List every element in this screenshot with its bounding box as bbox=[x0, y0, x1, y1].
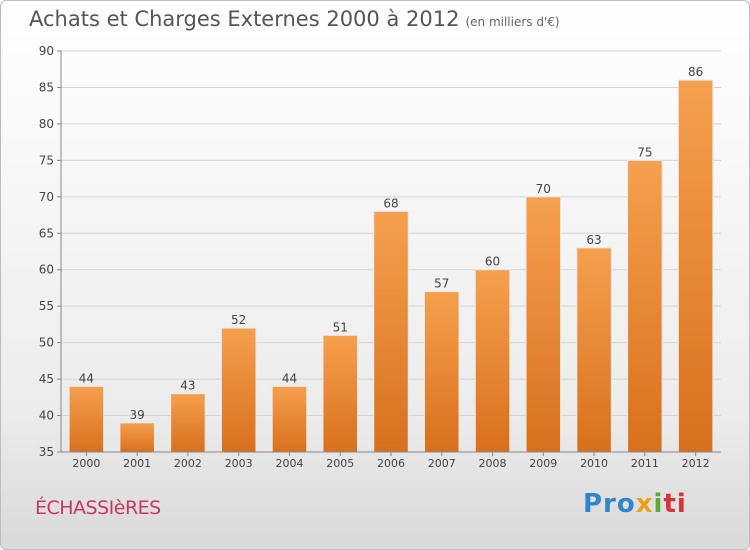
x-tick-label: 2001 bbox=[123, 457, 151, 470]
bar-value-label: 57 bbox=[434, 277, 449, 291]
x-tick-label: 2012 bbox=[682, 457, 710, 470]
chart-title: Achats et Charges Externes 2000 à 2012 (e… bbox=[29, 7, 560, 31]
y-tick-label: 65 bbox=[39, 226, 54, 240]
bar-value-label: 68 bbox=[383, 196, 398, 210]
bar-2002 bbox=[170, 393, 206, 453]
bar-2006 bbox=[373, 210, 409, 453]
bar-2009 bbox=[525, 196, 562, 453]
proxiti-logo: Proxiti bbox=[583, 489, 687, 519]
bar-value-label: 51 bbox=[333, 320, 348, 334]
bar-2008 bbox=[474, 269, 511, 453]
y-tick-label: 50 bbox=[39, 336, 54, 350]
axes: 35 40 45 50 55 60 65 70 75 80 85 90 2000 2001 2002 2003… bbox=[39, 44, 721, 470]
logo-part-i: i bbox=[653, 489, 664, 519]
x-tick-label: 2002 bbox=[174, 457, 202, 470]
bar-value-label: 63 bbox=[586, 233, 601, 247]
y-tick-label: 45 bbox=[39, 372, 54, 386]
bar-2010 bbox=[576, 247, 612, 453]
bar-value-label: 75 bbox=[637, 145, 652, 159]
bars: 44 39 43 52 44 51 68 57 60 70 63 75 86 bbox=[68, 65, 714, 453]
y-tick-label: 80 bbox=[39, 117, 54, 131]
bar-value-label: 52 bbox=[231, 313, 246, 327]
y-tick-label: 40 bbox=[39, 409, 54, 423]
y-tick-label: 70 bbox=[39, 190, 54, 204]
x-tick-label: 2010 bbox=[580, 457, 608, 470]
bar-2005 bbox=[322, 334, 358, 453]
x-tick-label: 2000 bbox=[72, 457, 100, 470]
bar-2003 bbox=[220, 327, 257, 453]
y-tick-label: 35 bbox=[39, 445, 54, 459]
bar-value-label: 70 bbox=[536, 182, 551, 196]
x-tick-label: 2008 bbox=[479, 457, 507, 470]
x-tick-label: 2009 bbox=[529, 457, 557, 470]
x-tick-label: 2003 bbox=[225, 457, 253, 470]
bar-value-label: 39 bbox=[130, 408, 145, 422]
bar-value-label: 86 bbox=[688, 65, 703, 79]
town-name: ÉCHASSIèRES bbox=[35, 497, 161, 519]
bar-value-label: 43 bbox=[180, 379, 195, 393]
chart-subtitle: (en milliers d'€) bbox=[465, 15, 560, 29]
bar-value-label: 60 bbox=[485, 255, 500, 269]
bar-value-label: 44 bbox=[282, 371, 297, 385]
bar-2011 bbox=[627, 159, 663, 453]
x-tick-label: 2005 bbox=[326, 457, 354, 470]
y-tick-label: 85 bbox=[39, 80, 54, 94]
chart-title-text: Achats et Charges Externes 2000 à 2012 bbox=[29, 7, 460, 31]
logo-part-x: x bbox=[635, 489, 654, 519]
logo-part-pro: Pro bbox=[583, 489, 636, 519]
y-tick-label: 55 bbox=[39, 299, 54, 313]
bar-2007 bbox=[424, 291, 460, 453]
y-tick-label: 90 bbox=[39, 44, 54, 58]
y-tick-label: 75 bbox=[39, 153, 54, 167]
bar-2001 bbox=[119, 422, 155, 453]
x-tick-label: 2011 bbox=[631, 457, 659, 470]
logo-part-ti: ti bbox=[663, 489, 687, 519]
x-tick-label: 2006 bbox=[377, 457, 405, 470]
bar-value-label: 44 bbox=[79, 371, 94, 385]
bar-2012 bbox=[677, 79, 714, 453]
x-tick-label: 2007 bbox=[428, 457, 456, 470]
y-tick-label: 60 bbox=[39, 263, 54, 277]
x-tick-label: 2004 bbox=[275, 457, 303, 470]
bar-2000 bbox=[68, 385, 105, 453]
bar-2004 bbox=[271, 385, 308, 453]
